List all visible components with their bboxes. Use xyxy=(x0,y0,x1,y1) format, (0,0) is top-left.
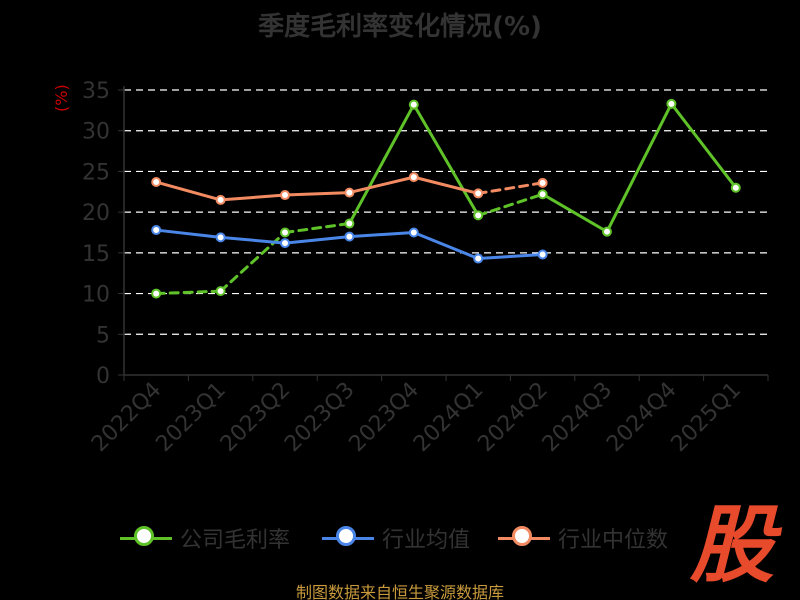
series-line-industry-median xyxy=(412,175,480,195)
series-line-company xyxy=(605,102,673,234)
series-line-industry-mean xyxy=(347,231,416,239)
legend-label-industry-mean: 行业均值 xyxy=(382,528,471,553)
data-point-company xyxy=(537,189,548,200)
data-point-company xyxy=(666,98,677,109)
y-tick-label: 0 xyxy=(96,364,110,389)
data-point-company xyxy=(730,182,741,193)
data-point-company xyxy=(215,286,226,297)
legend-marker-industry-mean xyxy=(336,526,356,546)
data-point-company xyxy=(473,210,484,221)
series-line-company xyxy=(412,103,480,217)
data-point-industry-mean xyxy=(537,249,548,260)
series-line-industry-mean xyxy=(219,235,287,245)
data-point-industry-median xyxy=(537,177,548,188)
data-point-industry-mean xyxy=(408,227,419,238)
source-note: 制图数据来自恒生聚源数据库 xyxy=(295,583,504,600)
series-line-industry-median xyxy=(347,175,416,195)
data-point-industry-mean xyxy=(215,232,226,243)
series-line-company xyxy=(154,289,223,296)
x-tick-label: 2024Q1 xyxy=(409,378,488,457)
series-line-industry-median xyxy=(283,191,351,197)
legend: 公司毛利率 行业均值 行业中位数 xyxy=(0,518,800,558)
brand-logo: 股 xyxy=(690,496,775,594)
data-point-industry-median xyxy=(408,172,419,183)
series-line-industry-mean xyxy=(154,228,223,239)
series-line-industry-mean xyxy=(476,252,545,261)
series-line-industry-median xyxy=(219,193,287,202)
y-tick-label: 5 xyxy=(96,323,110,348)
chart-title: 季度毛利率变化情况(%) xyxy=(258,12,542,42)
x-tick-label: 2024Q3 xyxy=(538,378,617,457)
data-point-company xyxy=(344,218,355,229)
x-tick-label: 2023Q4 xyxy=(345,378,424,457)
y-tick-label: 30 xyxy=(82,120,110,145)
data-point-industry-median xyxy=(151,177,162,188)
legend-marker-industry-median xyxy=(512,526,532,546)
y-tick-label: 15 xyxy=(82,242,110,267)
series-line-company xyxy=(347,103,416,226)
x-tick-label: 2024Q4 xyxy=(602,378,681,457)
data-point-industry-mean xyxy=(280,238,290,249)
data-point-company xyxy=(280,227,290,238)
legend-label-company: 公司毛利率 xyxy=(180,528,291,553)
x-tick-label: 2023Q3 xyxy=(280,378,359,457)
y-tick-label: 20 xyxy=(82,201,110,226)
data-point-company xyxy=(151,288,162,299)
series-line-industry-mean xyxy=(283,235,351,245)
data-point-industry-mean xyxy=(344,231,355,242)
legend-marker-company xyxy=(134,526,154,546)
series-line-company xyxy=(541,192,609,234)
data-point-industry-median xyxy=(344,187,355,198)
x-tick-label: 2025Q1 xyxy=(667,378,746,457)
series-line-company xyxy=(476,192,545,217)
data-point-industry-mean xyxy=(151,225,162,236)
data-point-industry-median xyxy=(473,188,484,199)
data-point-company xyxy=(408,99,419,110)
y-tick-label: 25 xyxy=(82,160,110,185)
legend-label-industry-median: 行业中位数 xyxy=(558,528,669,553)
series-line-industry-mean xyxy=(412,231,480,261)
series-line-company xyxy=(283,222,351,234)
data-point-industry-median xyxy=(280,190,290,201)
x-tick-label: 2024Q2 xyxy=(473,378,552,457)
series-line-industry-median xyxy=(154,180,223,202)
y-tick-label: 35 xyxy=(82,79,110,104)
data-point-industry-mean xyxy=(473,253,484,264)
x-tick-label: 2022Q4 xyxy=(87,378,166,457)
data-point-industry-median xyxy=(215,194,226,205)
data-point-company xyxy=(602,226,612,237)
y-tick-label: 10 xyxy=(82,283,110,308)
x-tick-label: 2023Q1 xyxy=(151,378,230,457)
series-line-company xyxy=(669,102,738,190)
x-tick-label: 2023Q2 xyxy=(216,378,295,457)
series-line-industry-median xyxy=(476,181,545,195)
